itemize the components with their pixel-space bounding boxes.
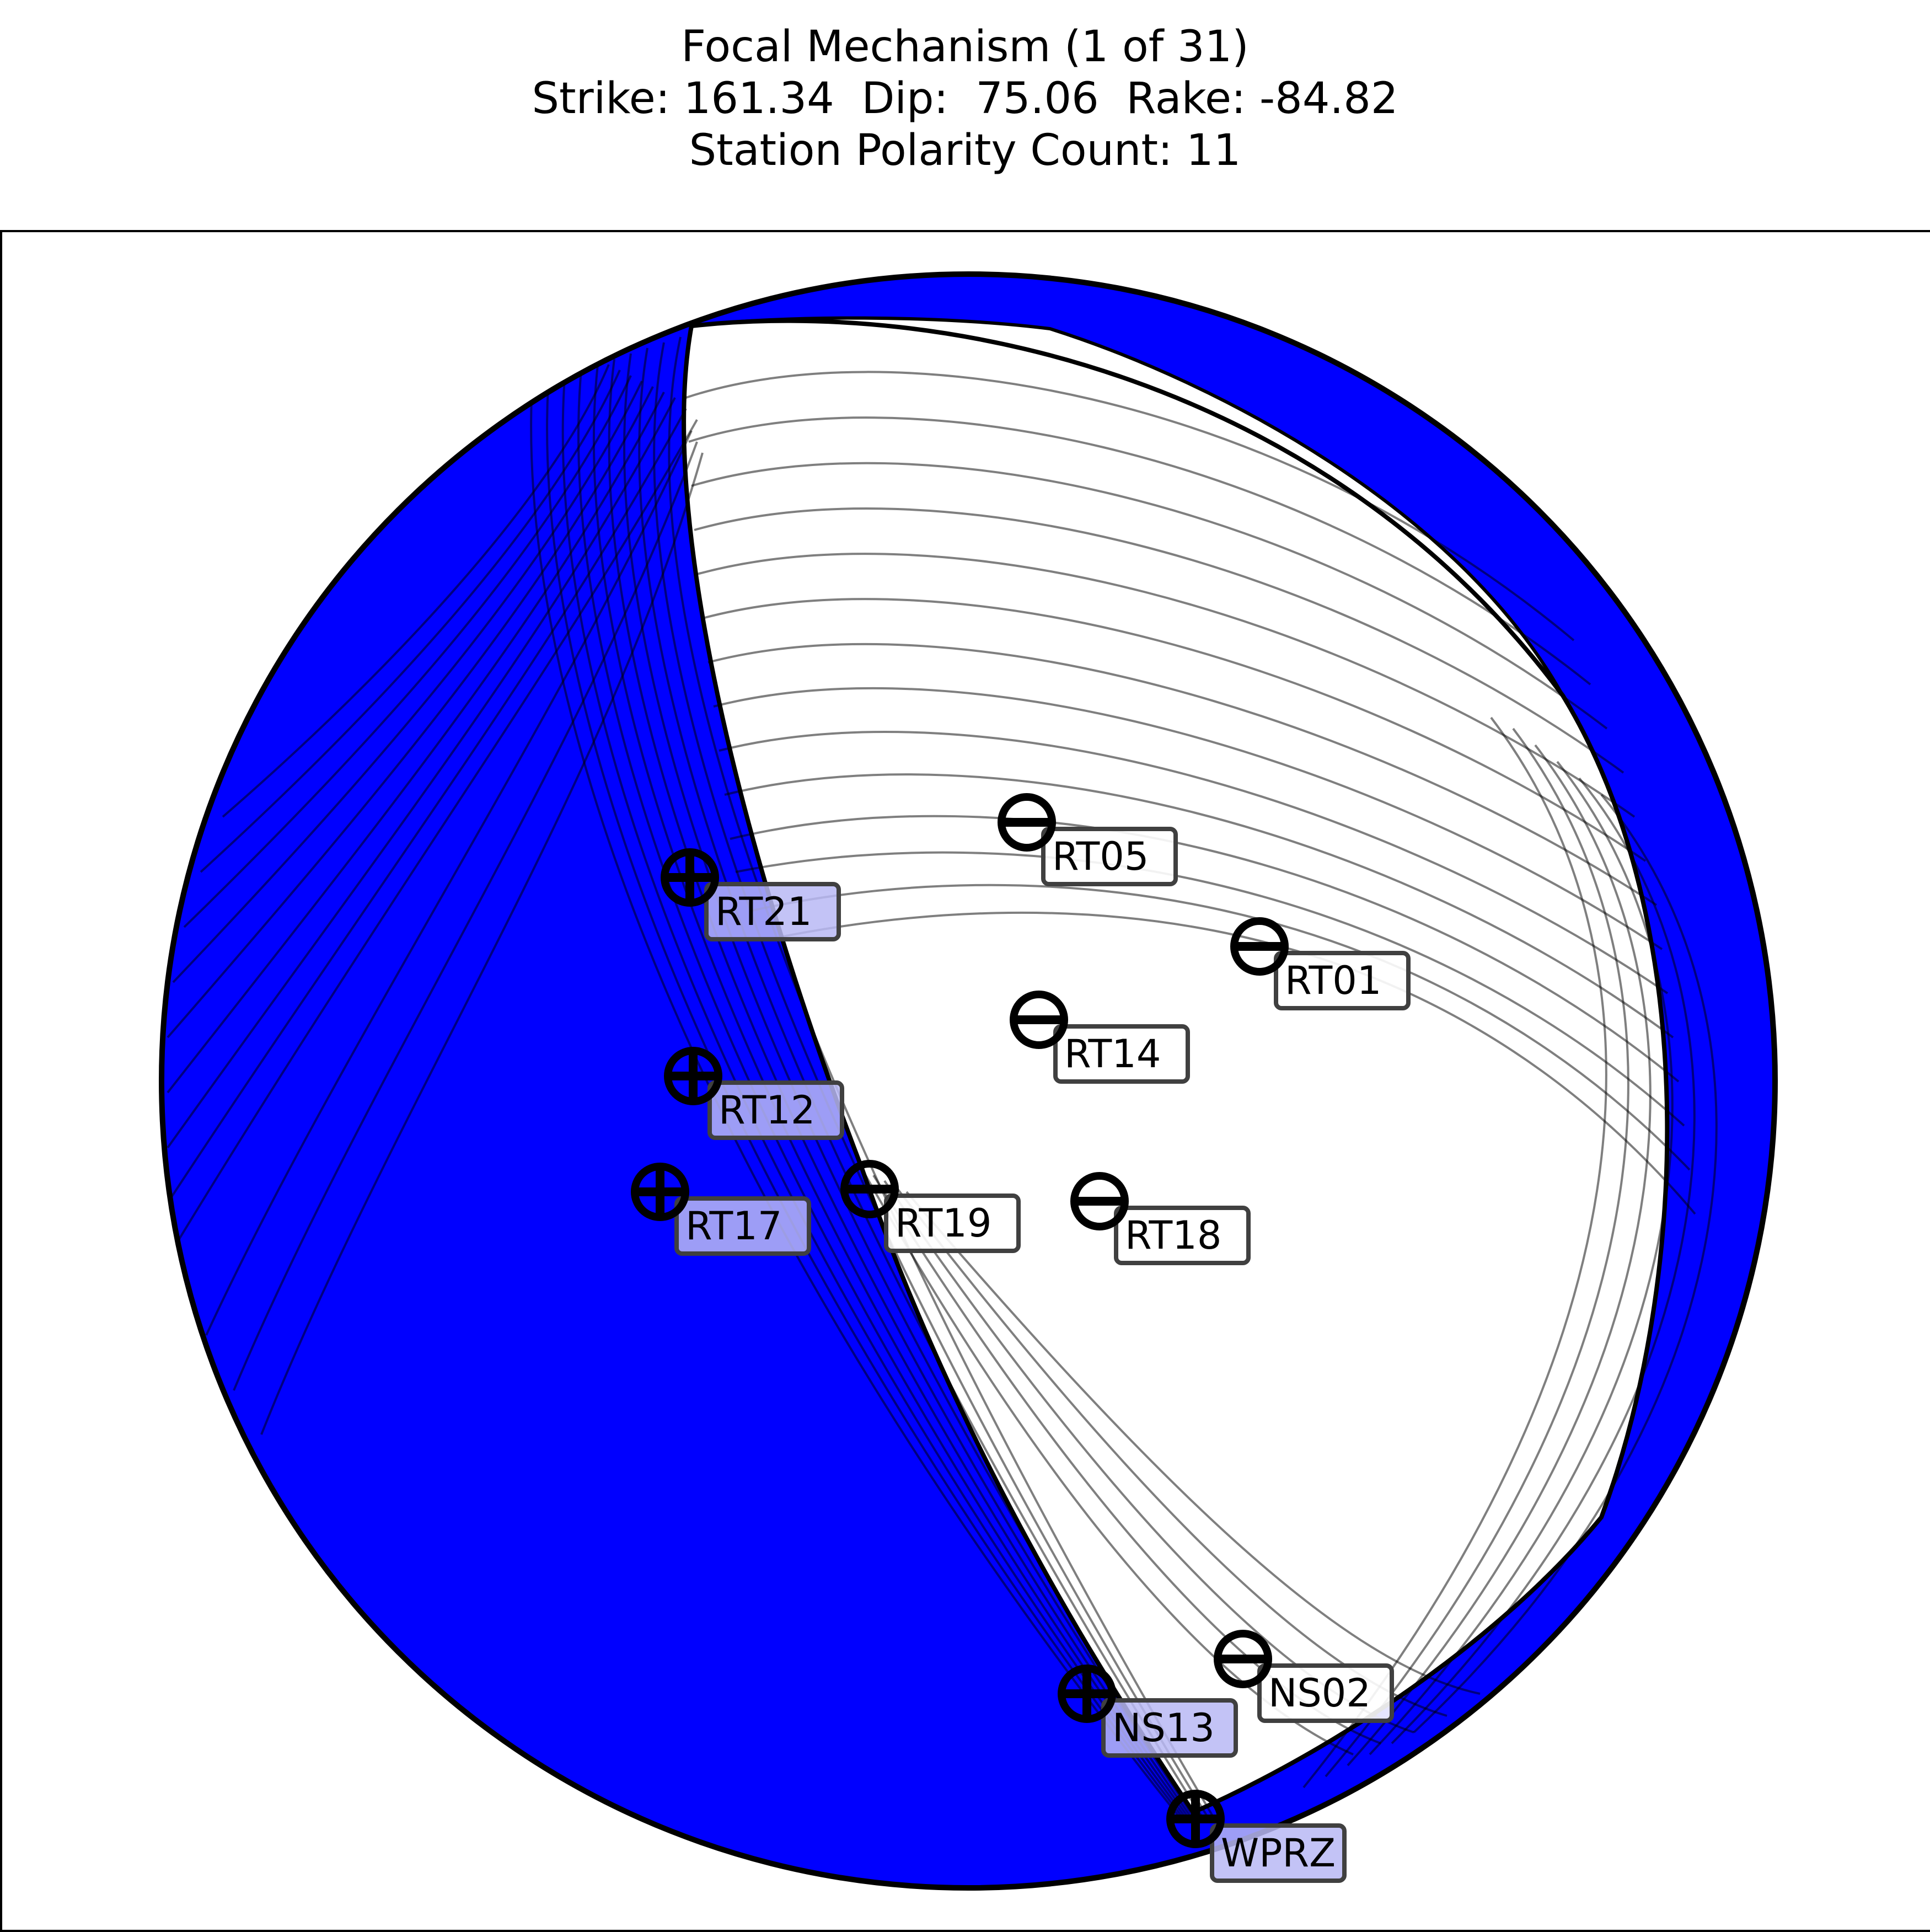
station-label-box xyxy=(674,1196,811,1256)
station-wprz: WPRZ xyxy=(1166,1790,1347,1883)
station-label-box xyxy=(1257,1663,1394,1723)
station-label-box xyxy=(1114,1206,1251,1265)
station-label: NS13 xyxy=(1112,1705,1215,1751)
station-label-box xyxy=(1274,951,1411,1010)
station-label: RT19 xyxy=(895,1201,991,1246)
station-label-box xyxy=(1210,1823,1347,1883)
station-label: RT01 xyxy=(1285,958,1381,1003)
station-rt21: RT21 xyxy=(661,848,841,941)
station-rt12: RT12 xyxy=(664,1047,844,1140)
station-label: RT12 xyxy=(719,1088,815,1133)
title-line-polarity-count: Station Polarity Count: 11 xyxy=(689,126,1241,175)
station-rt18: RT18 xyxy=(1070,1172,1251,1265)
station-label: RT21 xyxy=(715,889,812,934)
station-label: NS02 xyxy=(1268,1671,1371,1716)
station-label-box xyxy=(1101,1698,1238,1758)
station-label-box xyxy=(1053,1024,1190,1084)
station-rt14: RT14 xyxy=(1010,991,1190,1084)
station-ns02: NS02 xyxy=(1214,1630,1394,1723)
plot-area: RT05 RT21 RT01 RT14 RT12 RT17 RT19 RT18 NS02 NS13… xyxy=(0,230,1930,1932)
beachball-diagram: RT05 RT21 RT01 RT14 RT12 RT17 RT19 RT18 NS02 NS13… xyxy=(159,271,1778,1891)
station-rt19: RT19 xyxy=(840,1160,1021,1253)
station-rt17: RT17 xyxy=(631,1163,811,1256)
station-label: RT05 xyxy=(1052,834,1149,879)
figure-title: Focal Mechanism (1 of 31) Strike: 161.34… xyxy=(0,21,1930,176)
title-line-mechanism: Focal Mechanism (1 of 31) xyxy=(681,22,1249,72)
station-rt01: RT01 xyxy=(1230,917,1411,1010)
station-label-box xyxy=(1041,827,1178,886)
station-label: RT18 xyxy=(1125,1213,1221,1258)
station-rt05: RT05 xyxy=(998,793,1178,886)
station-label-box xyxy=(707,1080,844,1140)
title-line-strike-dip-rake: Strike: 161.34 Dip: 75.06 Rake: -84.82 xyxy=(532,74,1398,124)
station-label: RT17 xyxy=(685,1203,782,1249)
station-label: RT14 xyxy=(1064,1031,1161,1077)
station-label-box xyxy=(704,882,841,941)
station-label-box xyxy=(884,1194,1021,1253)
station-ns13: NS13 xyxy=(1058,1665,1238,1758)
focal-sphere-outline xyxy=(159,271,1778,1891)
station-label: WPRZ xyxy=(1221,1831,1336,1876)
stations-layer: RT05 RT21 RT01 RT14 RT12 RT17 RT19 RT18 NS02 NS13… xyxy=(631,793,1411,1883)
